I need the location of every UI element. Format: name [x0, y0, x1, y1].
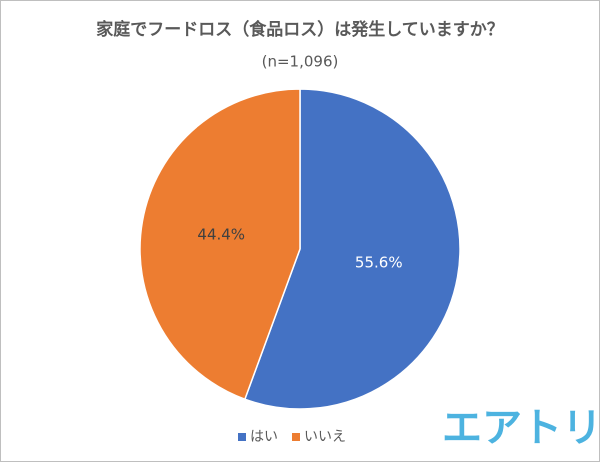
watermark: エアトリ — [442, 405, 600, 451]
chart-subtitle: (n=1,096) — [262, 53, 339, 71]
legend-swatch — [292, 433, 300, 441]
data-label: 55.6% — [355, 254, 403, 272]
legend-swatch — [238, 433, 246, 441]
pie-slice — [139, 88, 301, 401]
data-label: 44.4% — [197, 225, 245, 243]
legend-label: いいえ — [304, 429, 346, 445]
legend-label: はい — [250, 429, 278, 445]
pie-slice — [243, 88, 461, 410]
chart-title: 家庭でフードロス（食品ロス）は発生していますか？ — [96, 19, 504, 40]
